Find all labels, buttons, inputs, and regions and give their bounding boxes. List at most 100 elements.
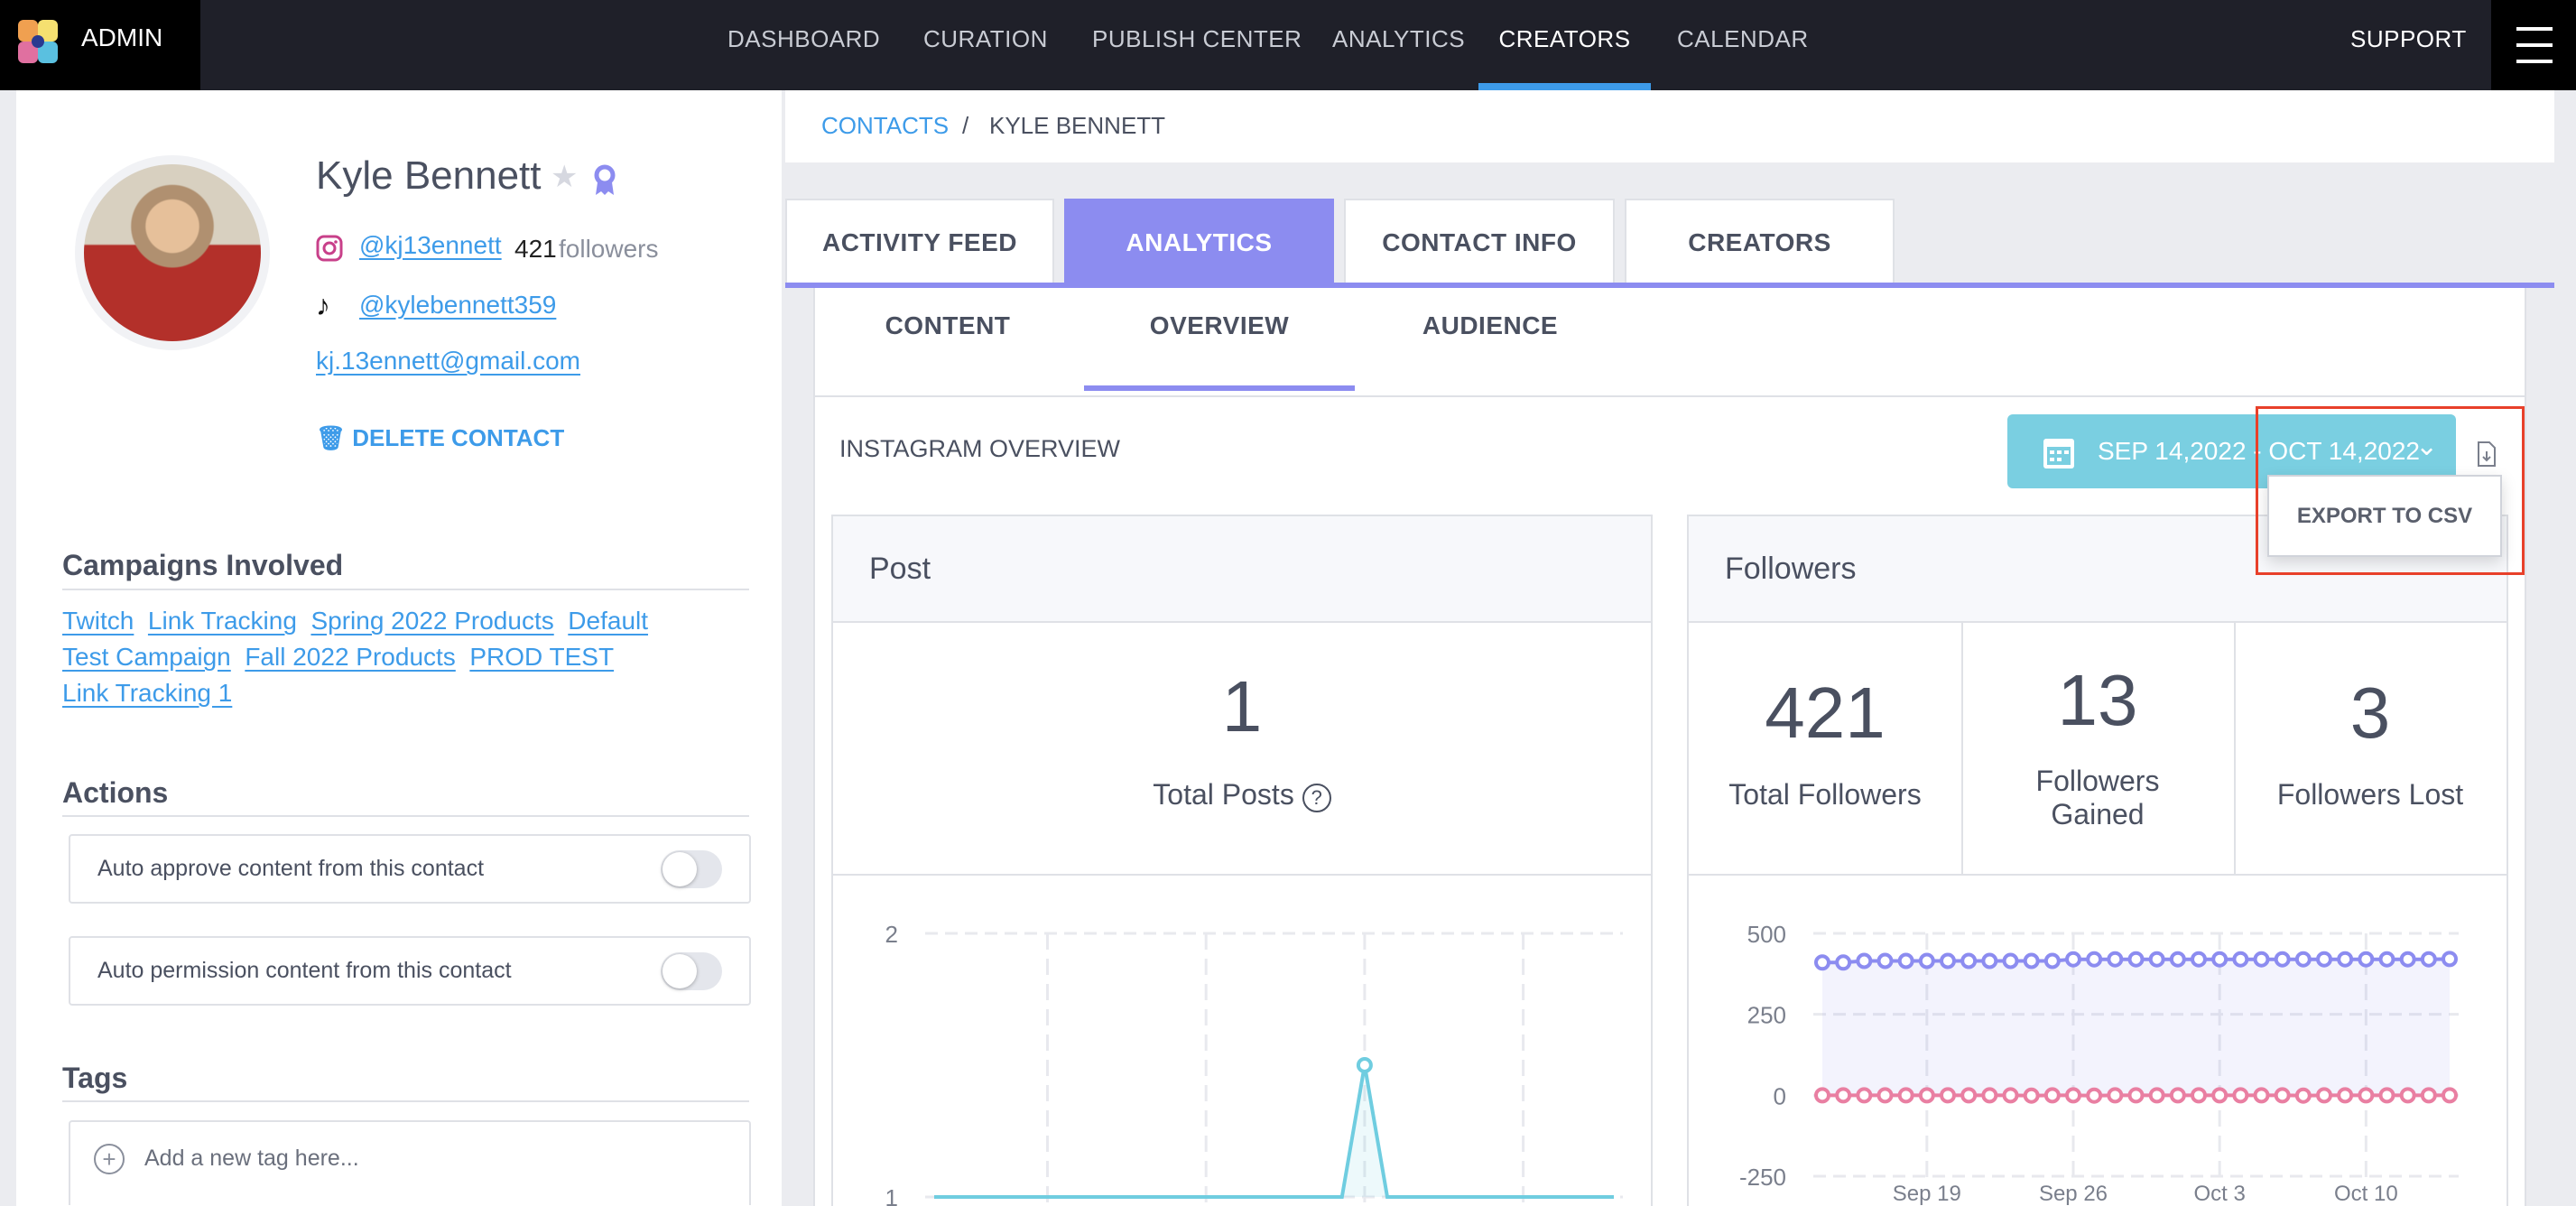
data-point bbox=[1940, 952, 1956, 969]
breadcrumb-contacts[interactable]: CONTACTS bbox=[821, 112, 950, 139]
campaign-link[interactable]: Spring 2022 Products bbox=[310, 607, 554, 635]
data-point bbox=[1940, 1087, 1956, 1104]
total-posts-value: 1 bbox=[1221, 666, 1263, 747]
tab-activity-feed[interactable]: ACTIVITY FEED bbox=[785, 199, 1054, 283]
data-point bbox=[2253, 951, 2270, 968]
hamburger-menu-icon[interactable] bbox=[2491, 0, 2576, 90]
star-icon[interactable]: ★ bbox=[551, 160, 579, 194]
tab-contact-info[interactable]: CONTACT INFO bbox=[1344, 199, 1615, 283]
data-point bbox=[2127, 1087, 2145, 1104]
campaign-link[interactable]: Twitch bbox=[62, 607, 134, 635]
nav-publish-center[interactable]: PUBLISH CENTER bbox=[1092, 25, 1302, 52]
data-point bbox=[2337, 951, 2354, 968]
nav-dashboard[interactable]: DASHBOARD bbox=[727, 25, 881, 52]
subtab-audience[interactable]: AUDIENCE bbox=[1422, 311, 1559, 339]
data-point bbox=[2358, 1087, 2375, 1104]
data-point bbox=[2169, 951, 2186, 968]
data-point bbox=[2023, 952, 2040, 969]
campaign-link[interactable]: Link Tracking bbox=[147, 607, 297, 635]
data-point bbox=[2191, 951, 2207, 968]
y-tick-label: 250 bbox=[1747, 1002, 1786, 1029]
data-point bbox=[2337, 1087, 2354, 1104]
data-point bbox=[1918, 1087, 1935, 1104]
data-point bbox=[2002, 952, 2019, 969]
data-point bbox=[2378, 951, 2395, 968]
help-icon[interactable]: ? bbox=[1302, 784, 1331, 812]
nav-curation[interactable]: CURATION bbox=[923, 25, 1048, 52]
total-posts-label: Total Posts ? bbox=[833, 778, 1651, 812]
followers-count: 421 bbox=[514, 235, 557, 263]
y-tick-label: 0 bbox=[1774, 1082, 1786, 1109]
brand[interactable]: ADMIN bbox=[0, 0, 200, 90]
data-point bbox=[1814, 1087, 1830, 1104]
series-line bbox=[934, 1064, 1614, 1199]
tab-creators[interactable]: CREATORS bbox=[1625, 199, 1895, 283]
tiktok-handle-link[interactable]: @kylebennett359 bbox=[359, 291, 557, 319]
campaign-link[interactable]: Test Campaign bbox=[62, 643, 231, 671]
export-file-icon[interactable] bbox=[2477, 441, 2497, 468]
data-point bbox=[1981, 952, 1998, 969]
x-tick-label: Sep 19 bbox=[1893, 1182, 1961, 1206]
campaign-link[interactable]: Fall 2022 Products bbox=[245, 643, 456, 671]
auto-permission-toggle[interactable] bbox=[661, 952, 722, 990]
data-point bbox=[1897, 1087, 1914, 1104]
data-point bbox=[1835, 1087, 1852, 1104]
data-point bbox=[1876, 1087, 1894, 1104]
followers-chart: 500 250 0 -250 Sep 19 Sep 26 Oct 3 Oct 10 bbox=[1739, 921, 2459, 1206]
subtab-content[interactable]: CONTENT bbox=[885, 311, 1011, 339]
actions-heading: Actions bbox=[62, 776, 169, 809]
calendar-icon bbox=[2043, 439, 2074, 468]
delete-contact-button[interactable]: 🗑 DELETE CONTACT bbox=[316, 424, 564, 452]
instagram-handle-link[interactable]: @kj13ennett bbox=[359, 231, 502, 259]
award-icon bbox=[594, 164, 616, 195]
add-tag-icon[interactable]: + bbox=[94, 1144, 125, 1174]
data-point bbox=[2294, 951, 2312, 968]
data-point bbox=[1856, 1087, 1873, 1104]
campaigns-heading: Campaigns Involved bbox=[62, 549, 344, 581]
data-point bbox=[2107, 951, 2124, 968]
contact-name: Kyle Bennett bbox=[316, 153, 542, 198]
date-range-label: SEP 14,2022 - OCT 14,2022 bbox=[2098, 437, 2420, 465]
nav-calendar[interactable]: CALENDAR bbox=[1677, 25, 1809, 52]
delete-contact-label: DELETE CONTACT bbox=[352, 424, 565, 451]
data-point bbox=[2191, 1087, 2207, 1104]
chevron-down-icon: ⌄ bbox=[2415, 431, 2439, 461]
auto-approve-row: Auto approve content from this contact bbox=[69, 834, 751, 904]
auto-approve-toggle[interactable] bbox=[661, 850, 722, 888]
data-point bbox=[2148, 1087, 2165, 1104]
tag-input[interactable]: + Add a new tag here... bbox=[69, 1120, 751, 1205]
data-point bbox=[1981, 1087, 1998, 1104]
avatar bbox=[75, 155, 270, 350]
data-point bbox=[2148, 951, 2165, 968]
data-point bbox=[2043, 952, 2061, 969]
data-point bbox=[2316, 951, 2332, 968]
series-area bbox=[934, 1065, 1614, 1197]
campaign-link[interactable]: PROD TEST bbox=[469, 643, 615, 671]
data-point bbox=[2127, 951, 2145, 968]
nav-support[interactable]: SUPPORT bbox=[2350, 25, 2467, 52]
campaign-link[interactable]: Default bbox=[568, 607, 649, 635]
breadcrumb: CONTACTS / KYLE BENNETT bbox=[785, 90, 2554, 162]
total-followers-value: 421 bbox=[1765, 673, 1886, 753]
tab-analytics[interactable]: ANALYTICS bbox=[1064, 199, 1334, 283]
nav-creators[interactable]: CREATORS bbox=[1478, 0, 1651, 90]
email-link[interactable]: kj.13ennett@gmail.com bbox=[316, 347, 581, 375]
y-tick-label: -250 bbox=[1739, 1164, 1786, 1191]
nav-analytics[interactable]: ANALYTICS bbox=[1332, 25, 1466, 52]
trash-icon: 🗑 bbox=[316, 424, 347, 451]
y-tick-label: 1 bbox=[885, 1184, 898, 1206]
data-point bbox=[2399, 1087, 2416, 1104]
data-point bbox=[2294, 1087, 2312, 1104]
data-point bbox=[2211, 951, 2229, 968]
subtab-overview[interactable]: OVERVIEW bbox=[1084, 311, 1355, 391]
followers-card: Followers 421 Total Followers 13 Followe… bbox=[1687, 515, 2508, 1206]
data-point bbox=[1856, 952, 1873, 969]
export-csv-menu-item[interactable]: EXPORT TO CSV bbox=[2267, 475, 2502, 557]
tag-input-placeholder: Add a new tag here... bbox=[144, 1146, 359, 1171]
data-point bbox=[2316, 1087, 2332, 1104]
campaign-link[interactable]: Link Tracking 1 bbox=[62, 679, 233, 707]
data-point bbox=[2274, 951, 2291, 968]
followers-label: followers bbox=[559, 235, 659, 263]
data-point bbox=[2232, 1087, 2249, 1104]
x-tick-label: Sep 26 bbox=[2039, 1182, 2108, 1206]
